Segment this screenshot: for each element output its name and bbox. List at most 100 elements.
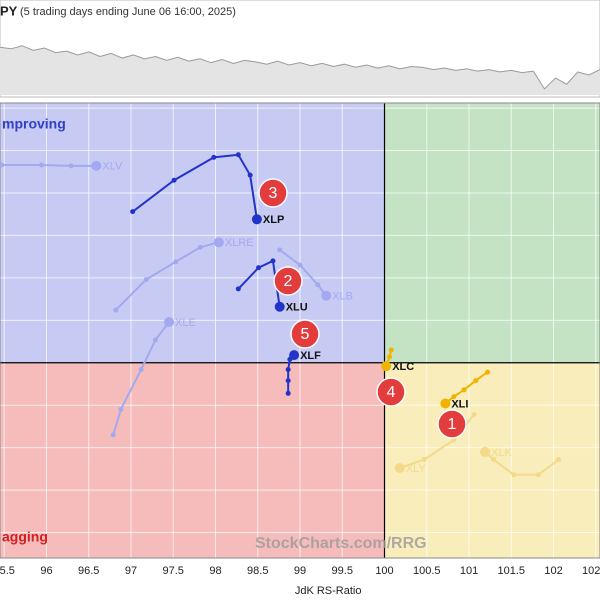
- tail-point: [143, 277, 149, 283]
- tail-point: [130, 209, 136, 215]
- tail-point: [315, 282, 321, 288]
- tail-line: [1, 163, 97, 167]
- x-tick-label: 98.5: [247, 565, 268, 577]
- tail-point: [388, 347, 394, 353]
- series-label: XLB: [332, 291, 353, 303]
- annotation-text: 3: [269, 185, 278, 202]
- head-point: [321, 290, 332, 301]
- x-axis-label: JdK RS-Ratio: [295, 585, 362, 597]
- mini-title: PY: [0, 3, 18, 18]
- tail-point: [197, 244, 203, 250]
- annotation-text: 4: [387, 384, 396, 401]
- tail-point: [535, 472, 541, 478]
- tail-point: [471, 412, 477, 418]
- tail-point: [451, 437, 457, 443]
- head-point: [164, 317, 175, 328]
- tail-point: [247, 172, 253, 178]
- tail-point: [256, 265, 262, 271]
- tail-point: [285, 378, 291, 384]
- x-tick-label: 100.5: [413, 565, 441, 577]
- tail-point: [556, 457, 562, 463]
- x-tick-label: 100: [375, 565, 393, 577]
- tail-point: [138, 367, 144, 373]
- quadrant-improving: [0, 103, 385, 363]
- tail-point: [297, 262, 303, 268]
- series-label: XLRE: [225, 237, 254, 249]
- x-tick-label: 97: [125, 565, 137, 577]
- head-point: [440, 398, 451, 409]
- tail-line: [279, 249, 327, 297]
- tail-line: [132, 153, 258, 220]
- series-label: XLU: [286, 302, 308, 314]
- series-label: XLI: [451, 398, 468, 410]
- head-point: [381, 361, 392, 372]
- x-tick-label: 96.5: [78, 565, 99, 577]
- annotation-text: 2: [284, 273, 293, 290]
- x-tick-label: 102: [544, 565, 562, 577]
- tail-point: [511, 472, 517, 478]
- tail-point: [118, 406, 124, 412]
- x-tick-label: 98: [209, 565, 221, 577]
- tail-point: [110, 432, 116, 438]
- tail-point: [235, 286, 241, 292]
- series-label: XLK: [491, 447, 512, 459]
- head-point: [251, 214, 262, 225]
- x-tick-label: 99: [294, 565, 306, 577]
- x-tick-label: 96: [40, 565, 52, 577]
- tail-point: [285, 390, 291, 396]
- tail-point: [461, 387, 467, 393]
- x-tick-label: 101: [460, 565, 478, 577]
- x-tick-label: 102.5: [582, 565, 600, 577]
- series-label: XLE: [175, 317, 196, 329]
- annotation-badge: [290, 319, 320, 349]
- tail-point: [451, 394, 457, 400]
- tail-point: [421, 457, 427, 463]
- mini-line: [0, 45, 600, 90]
- series-label: XLY: [406, 463, 427, 475]
- series-label: XLF: [300, 350, 321, 362]
- x-tick-label: 101.5: [498, 565, 526, 577]
- quadrant-label: mproving: [2, 116, 66, 132]
- head-point: [289, 350, 300, 361]
- quadrant-lagging: [0, 362, 385, 558]
- tail-point: [485, 369, 491, 375]
- series-label: XLP: [263, 214, 284, 226]
- annotation-text: 5: [301, 326, 310, 343]
- tail-point: [0, 162, 5, 168]
- tail-point: [171, 177, 177, 183]
- plot-frame: [0, 102, 600, 559]
- annotation-badge: [273, 266, 303, 296]
- head-point: [394, 463, 405, 474]
- tail-point: [387, 354, 393, 360]
- series-label: XLV: [102, 161, 123, 173]
- annotation-badge: [258, 178, 288, 208]
- tail-point: [113, 307, 119, 313]
- tail-point: [277, 247, 283, 253]
- head-point: [213, 237, 224, 248]
- quadrant-leading: [384, 103, 600, 363]
- annotation-badge: [437, 409, 467, 439]
- head-point: [274, 301, 285, 312]
- quadrant-label: agging: [2, 529, 48, 545]
- tail-point: [211, 154, 217, 160]
- head-point: [480, 446, 491, 457]
- tail-point: [152, 337, 158, 343]
- tail-point: [235, 152, 241, 158]
- x-tick-label: 99.5: [332, 565, 353, 577]
- tail-point: [285, 367, 291, 373]
- tail-point: [270, 258, 276, 264]
- tail-point: [173, 259, 179, 265]
- tail-point: [473, 378, 479, 384]
- x-tick-label: 97.5: [163, 565, 184, 577]
- annotation-text: 1: [448, 416, 457, 433]
- tail-point: [491, 457, 497, 463]
- watermark: StockCharts.com/RRG: [255, 535, 427, 552]
- tail-point: [68, 163, 74, 169]
- series-label: XLC: [392, 361, 414, 373]
- annotation-badge: [376, 377, 406, 407]
- head-point: [91, 160, 102, 171]
- mini-subtitle: (5 trading days ending June 06 16:00, 20…: [20, 6, 236, 18]
- tail-point: [38, 162, 44, 168]
